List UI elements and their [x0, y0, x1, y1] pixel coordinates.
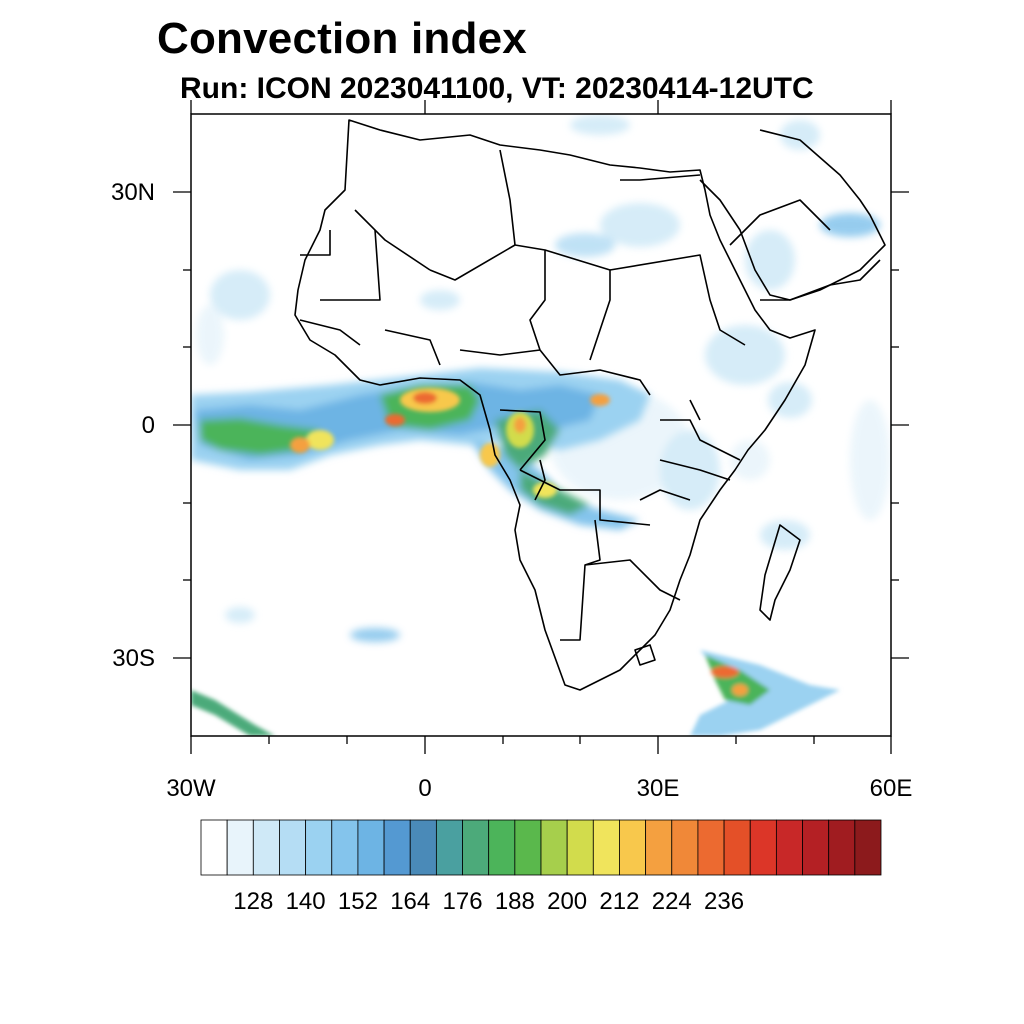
colorbar-label: 200: [547, 888, 588, 915]
colorbar-box: [226, 819, 254, 876]
colorbar-box: [409, 819, 437, 876]
colorbar-box: [514, 819, 542, 876]
colorbar-box: [645, 819, 673, 876]
colorbar-box: [828, 819, 856, 876]
colorbar-label: 176: [442, 888, 483, 915]
colorbar-box: [619, 819, 647, 876]
colorbar-label: 152: [337, 888, 378, 915]
colorbar-label: 164: [390, 888, 431, 915]
colorbar-label: 236: [704, 888, 745, 915]
colorbar-box: [462, 819, 490, 876]
colorbar-box: [488, 819, 516, 876]
colorbar-box: [802, 819, 830, 876]
colorbar-box: [775, 819, 803, 876]
colorbar-box: [435, 819, 463, 876]
y-tick-label-0: 0: [141, 412, 155, 439]
colorbar-box: [671, 819, 699, 876]
colorbar-label: 188: [494, 888, 535, 915]
y-tick-label-30n: 30N: [110, 179, 155, 206]
colorbar-box: [200, 819, 228, 876]
colorbar-label: 212: [599, 888, 640, 915]
x-tick-label-0: 0: [418, 775, 432, 802]
x-tick-label-30w: 30W: [166, 775, 216, 802]
colorbar-box: [305, 819, 333, 876]
colorbar-box: [252, 819, 280, 876]
y-tick-label-30s: 30S: [112, 645, 155, 672]
colorbar-label: 140: [285, 888, 326, 915]
axis-ticks: [173, 100, 909, 754]
colorbar: [200, 819, 882, 876]
colorbar-box: [331, 819, 359, 876]
chart-title: Convection index: [157, 14, 527, 63]
colorbar-box: [383, 819, 411, 876]
colorbar-box: [697, 819, 725, 876]
colorbar-box: [279, 819, 307, 876]
x-tick-label-30e: 30E: [636, 775, 680, 802]
convection-field: [191, 115, 890, 736]
colorbar-box: [749, 819, 777, 876]
colorbar-box: [566, 819, 594, 876]
colorbar-box: [540, 819, 568, 876]
colorbar-box: [357, 819, 385, 876]
coastlines-borders: [294, 119, 886, 691]
colorbar-box: [592, 819, 620, 876]
colorbar-label: 224: [651, 888, 692, 915]
x-tick-label-60e: 60E: [869, 775, 913, 802]
chart-subtitle: Run: ICON 2023041100, VT: 20230414-12UTC: [180, 72, 814, 105]
colorbar-box: [854, 819, 882, 876]
colorbar-box: [723, 819, 751, 876]
colorbar-label: 128: [233, 888, 274, 915]
